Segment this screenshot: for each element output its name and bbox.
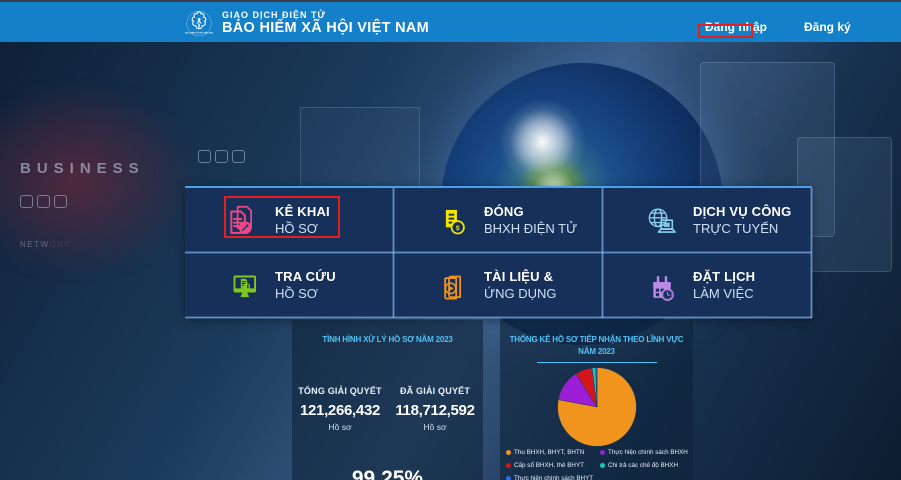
- svg-text:BẢO HIỂM XÃ HỘI VIỆT NAM: BẢO HIỂM XÃ HỘI VIỆT NAM: [185, 32, 213, 35]
- svg-text:$: $: [456, 224, 460, 231]
